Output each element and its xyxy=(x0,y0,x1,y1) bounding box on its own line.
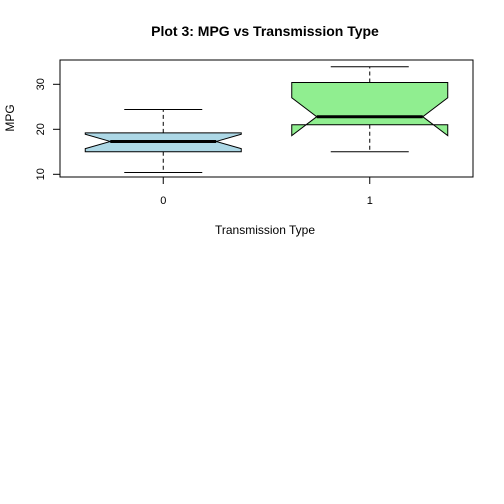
y-axis-label: MPG xyxy=(3,104,17,131)
y-axis: 10 20 30 xyxy=(35,78,61,180)
y-tick-label-1: 20 xyxy=(35,123,47,135)
x-tick-label-0: 0 xyxy=(160,195,166,207)
chart-title: Plot 3: MPG vs Transmission Type xyxy=(151,23,379,39)
x-axis-label: Transmission Type xyxy=(215,223,315,237)
y-tick-label-2: 30 xyxy=(35,78,47,90)
y-tick-label-0: 10 xyxy=(35,168,47,180)
box-1 xyxy=(291,82,449,137)
chart-marks xyxy=(84,66,449,173)
x-tick-label-1: 1 xyxy=(367,195,373,207)
box-group-0 xyxy=(84,109,242,173)
box-group-1 xyxy=(291,66,449,153)
